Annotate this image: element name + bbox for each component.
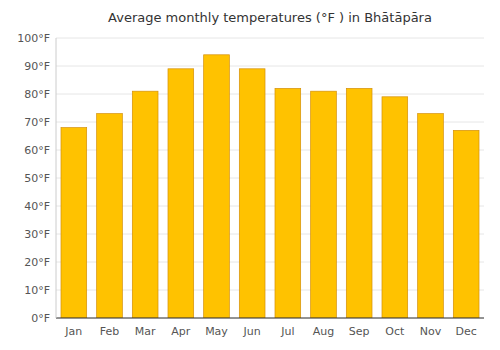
x-tick-label: Apr	[171, 325, 191, 338]
chart: Average monthly temperatures (°F ) in Bh…	[0, 0, 500, 350]
bar	[132, 91, 158, 318]
y-tick-label: 60°F	[24, 144, 50, 157]
x-tick-label: Aug	[313, 325, 334, 338]
y-axis-line	[56, 38, 57, 318]
x-tick-label: Jul	[280, 325, 294, 338]
bar	[346, 88, 372, 318]
y-tick-label: 70°F	[24, 116, 50, 129]
bar	[453, 130, 479, 318]
bars	[61, 55, 479, 318]
y-tick-label: 0°F	[31, 312, 50, 325]
x-tick-label: Jan	[64, 325, 82, 338]
x-tick-label: Mar	[135, 325, 156, 338]
x-tick-label: Feb	[100, 325, 119, 338]
x-tick-label: Oct	[385, 325, 405, 338]
bar	[168, 69, 194, 318]
y-tick-label: 50°F	[24, 172, 50, 185]
bar	[239, 69, 265, 318]
chart-container: Average monthly temperatures (°F ) in Bh…	[0, 0, 500, 350]
y-tick-label: 80°F	[24, 88, 50, 101]
bar	[61, 128, 87, 318]
y-tick-label: 10°F	[24, 284, 50, 297]
grid-line	[56, 66, 484, 67]
title: Average monthly temperatures (°F ) in Bh…	[108, 10, 432, 25]
grid-line	[56, 38, 484, 39]
bar	[382, 97, 408, 318]
bar	[204, 55, 230, 318]
grid	[56, 38, 484, 318]
grid-line	[56, 318, 484, 319]
x-tick-label: Nov	[420, 325, 442, 338]
x-tick-label: Jun	[243, 325, 261, 338]
bar	[311, 91, 337, 318]
y-tick-label: 30°F	[24, 228, 50, 241]
x-tick-label: Sep	[349, 325, 370, 338]
bar	[275, 88, 301, 318]
x-axis-line	[56, 318, 484, 319]
bar	[97, 114, 123, 318]
x-tick-label: May	[205, 325, 228, 338]
y-tick-label: 40°F	[24, 200, 50, 213]
y-tick-label: 90°F	[24, 60, 50, 73]
grid-line	[56, 94, 484, 95]
y-tick-label: 20°F	[24, 256, 50, 269]
bar	[418, 114, 444, 318]
x-tick-label: Dec	[456, 325, 477, 338]
y-tick-label: 100°F	[17, 32, 50, 45]
